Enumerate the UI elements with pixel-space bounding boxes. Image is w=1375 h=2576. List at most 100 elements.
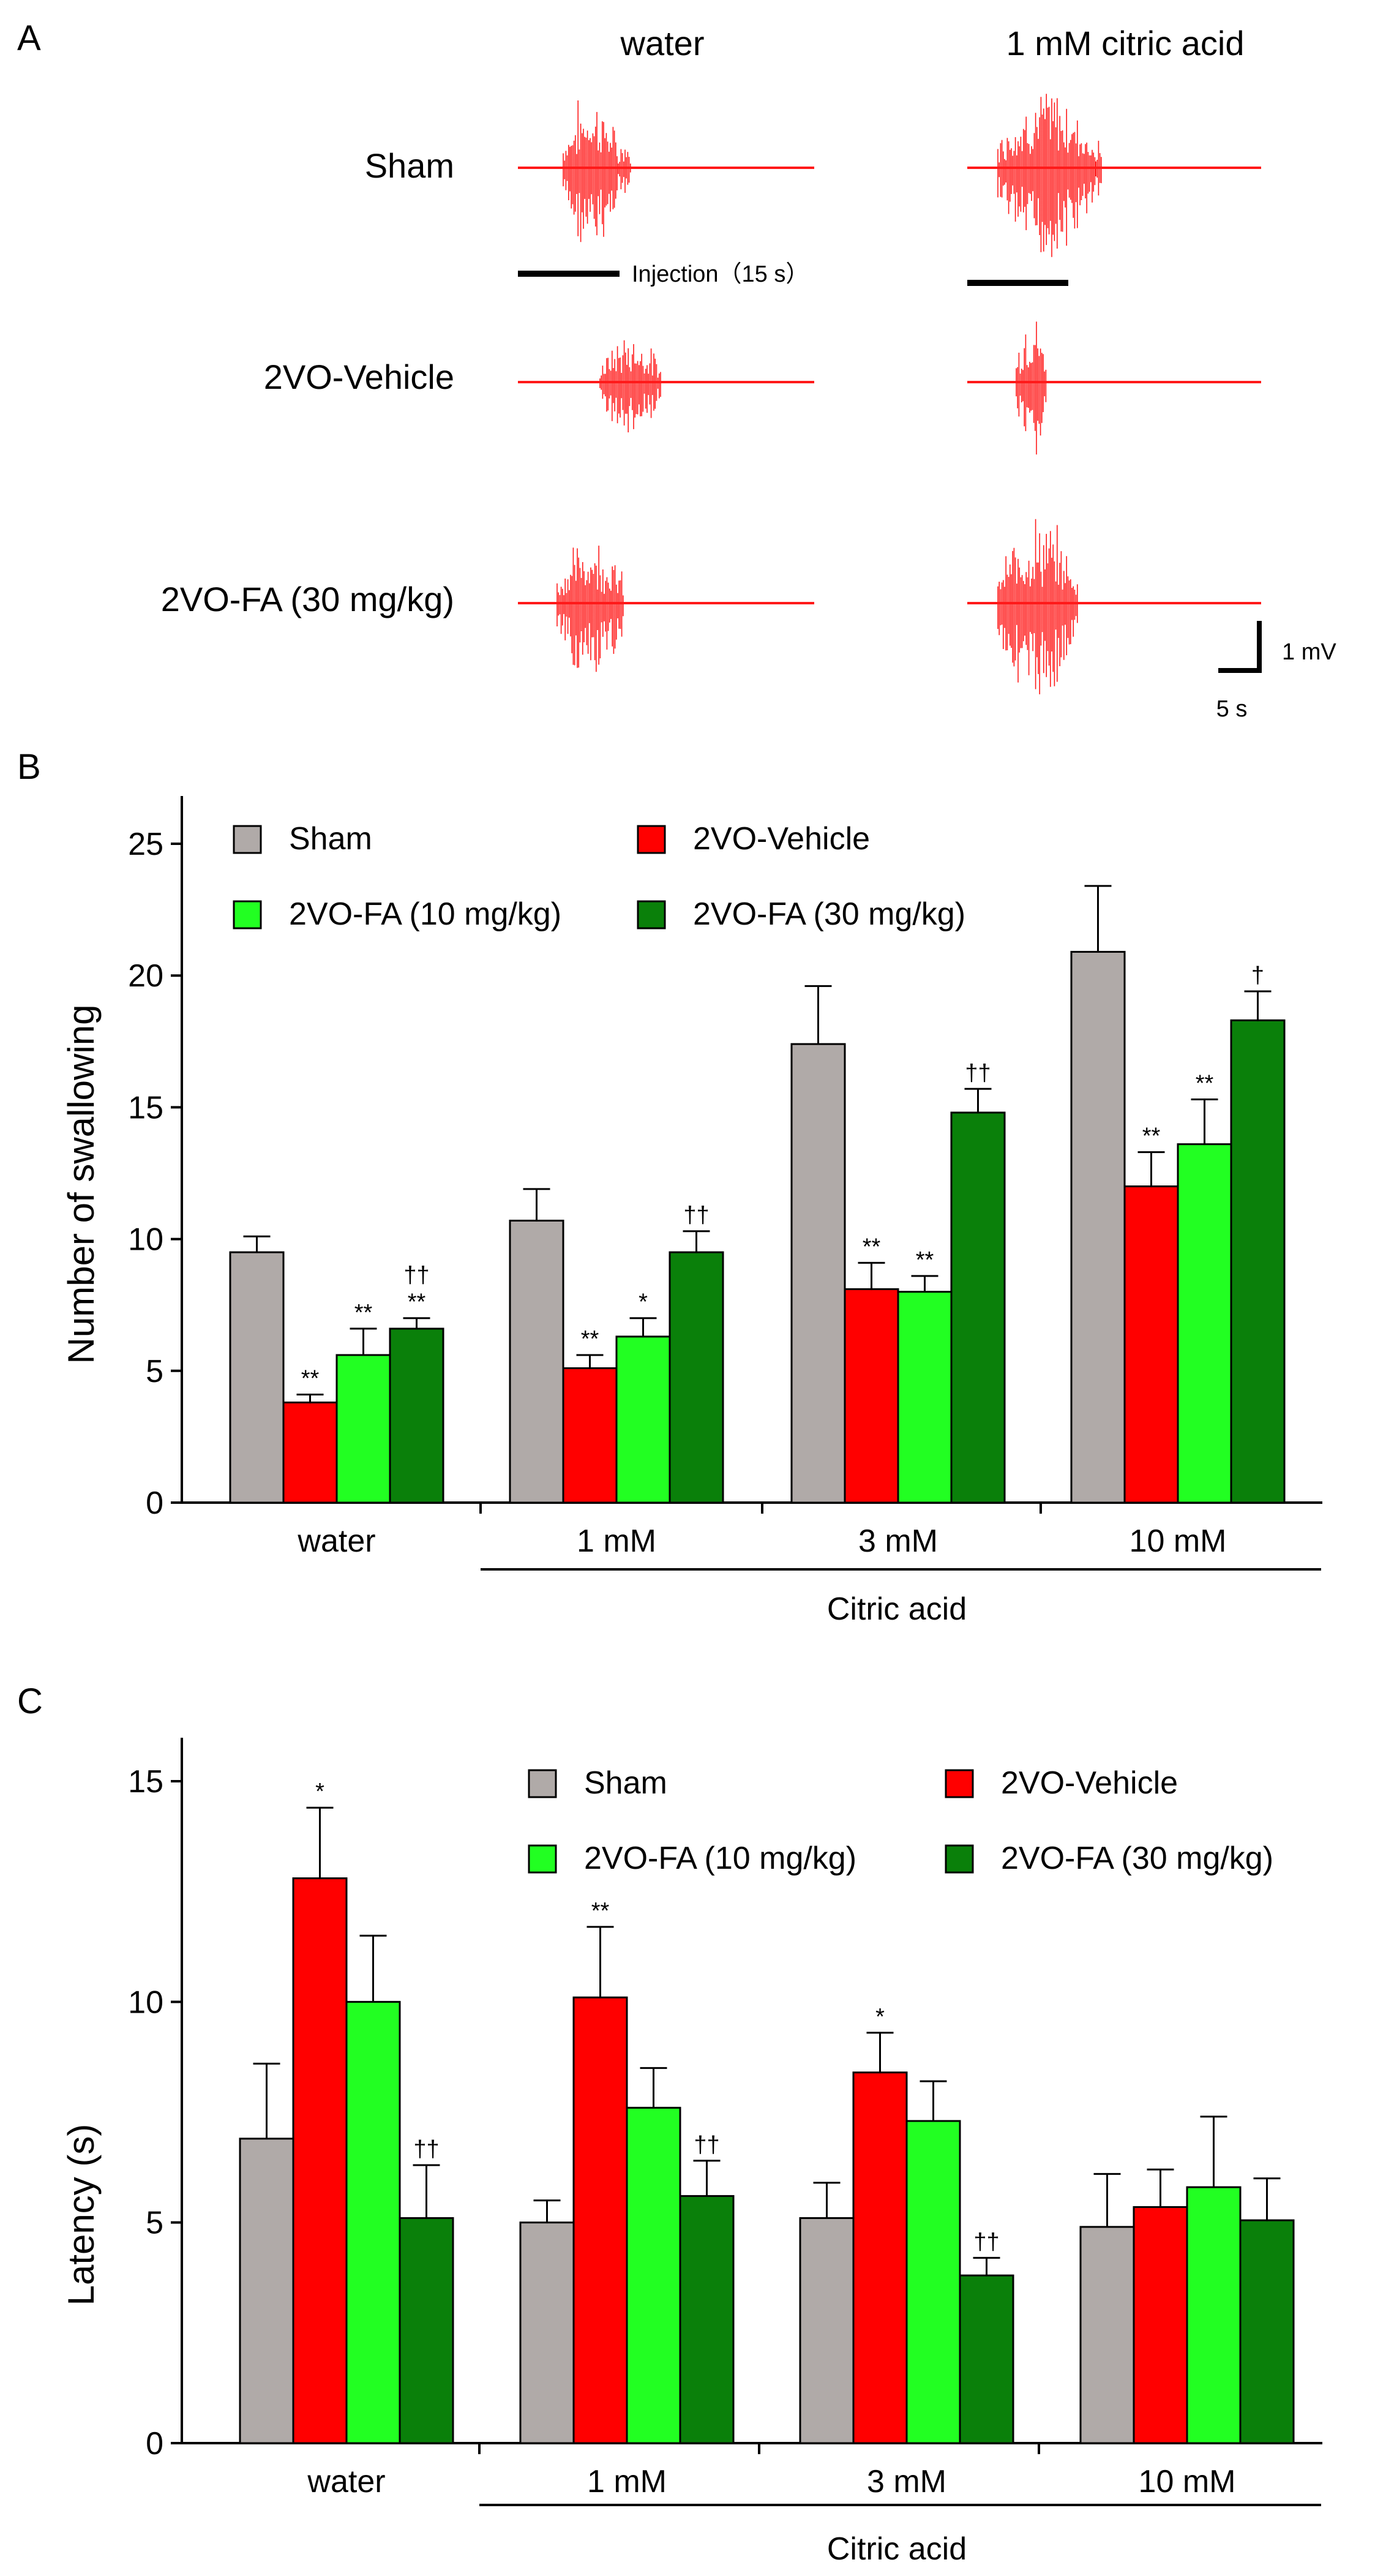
trace-fa-citric [967,519,1261,694]
trace-fa-water [518,546,814,672]
legend-swatch [637,825,666,854]
bar [229,1251,285,1504]
y-tick-label: 5 [146,1354,163,1389]
panel-c: C Latency (s) 0 5 10 15 * †† water ** †† 1 mM * †† 3… [17,1681,1322,2567]
panel-a-letter: A [17,18,41,58]
bar [562,1367,618,1504]
bar [950,1111,1006,1504]
chart-c: 0 5 10 15 * †† water ** †† 1 mM * †† 3 mM 10 mM Sham 2V… [128,1738,1322,2506]
bar [615,1335,671,1504]
significance-mark: †† [403,1263,429,1288]
row-label-2vo-vehicle: 2VO-Vehicle [264,358,454,396]
y-tick-label: 15 [128,1090,163,1125]
col-label-citric: 1 mM citric acid [1006,24,1245,62]
bar [572,1996,628,2444]
trace-vehicle-citric [967,321,1261,455]
significance-mark: †† [965,1060,991,1086]
row-label-sham: Sham [365,146,454,185]
bar [239,2138,294,2444]
significance-mark: †† [694,2132,719,2158]
x-category-label: 10 mM [1139,2464,1236,2499]
bar [844,1288,899,1504]
panel-b-letter: B [17,747,41,787]
bar [1079,2226,1135,2444]
significance-mark: ** [301,1366,320,1392]
significance-mark: * [315,1779,324,1804]
y-tick-label: 15 [128,1764,163,1800]
significance-mark: ** [408,1290,426,1315]
x-category-label: 1 mM [587,2464,667,2499]
trace-burst [599,340,661,433]
row-label-2vo-fa-30: 2VO-FA (30 mg/kg) [161,580,454,618]
legend-swatch [528,1844,557,1874]
legend-label: Sham [289,821,372,857]
trace-vehicle-water [518,340,814,433]
chart-c-ylabel: Latency (s) [61,2124,102,2306]
legend-swatch [528,1769,557,1798]
legend-label: 2VO-FA (10 mg/kg) [289,896,561,932]
x-category-label: 10 mM [1130,1523,1227,1559]
trace-sham-citric [967,94,1261,257]
scale-label-mv: 1 mV [1282,639,1336,665]
bar [1133,2206,1188,2444]
legend-label: 2VO-FA (30 mg/kg) [693,896,965,932]
bar [852,2071,908,2444]
bar [669,1251,724,1504]
legend-label: 2VO-Vehicle [693,821,870,857]
chart-c-xlabel: Citric acid [827,2531,967,2567]
legend-swatch [945,1769,974,1798]
x-category-label: 3 mM [858,1523,938,1559]
bar [1186,2186,1242,2444]
bar [679,2195,735,2444]
trace-burst [997,519,1078,694]
panel-c-letter: C [17,1681,43,1721]
bar [1230,1019,1286,1504]
legend-label: 2VO-FA (10 mg/kg) [584,1841,856,1876]
bar [897,1291,953,1504]
legend-swatch [233,825,262,854]
bar [799,2217,855,2444]
injection-label: Injection（15 s） [632,261,809,287]
bar [1177,1143,1232,1504]
bar [1070,950,1126,1504]
col-label-water: water [620,24,705,62]
panel-b: B Number of swallowing 0510152025****††*… [17,747,1322,1627]
panel-a: A water 1 mM citric acid Sham 2VO-Vehicl… [17,18,1336,722]
significance-mark: ** [591,1898,610,1924]
bar [1239,2219,1295,2444]
significance-mark: †† [973,2229,999,2255]
bar [292,1877,348,2444]
bar [905,2120,961,2444]
scale-label-s: 5 s [1216,696,1248,722]
significance-mark: ** [1196,1070,1214,1096]
trace-burst [556,546,624,672]
chart-b-ylabel: Number of swallowing [61,1005,102,1364]
x-category-label: 3 mM [867,2464,946,2499]
y-tick-label: 20 [128,958,163,994]
significance-mark: ** [1142,1124,1161,1149]
significance-mark: ** [863,1234,881,1260]
trace-burst [1016,321,1047,455]
x-category-label: 1 mM [577,1523,656,1559]
bar [509,1219,564,1504]
bar [389,1327,444,1504]
trace-burst [997,94,1102,257]
trace-burst [563,100,631,242]
significance-mark: † [1251,963,1264,988]
legend-swatch [945,1844,974,1874]
y-tick-label: 10 [128,1985,163,2020]
significance-mark: †† [413,2136,439,2162]
bar [626,2106,681,2444]
bar [790,1043,846,1504]
y-tick-label: 0 [146,2426,163,2461]
bar [1123,1185,1179,1504]
significance-mark: * [639,1290,648,1315]
legend-label: Sham [584,1765,667,1801]
significance-mark: * [875,2004,885,2030]
significance-mark: ** [916,1247,934,1273]
legend-label: 2VO-FA (30 mg/kg) [1001,1841,1273,1876]
trace-sham-water [518,100,814,242]
legend-swatch [233,900,262,929]
y-tick-label: 0 [146,1485,163,1521]
